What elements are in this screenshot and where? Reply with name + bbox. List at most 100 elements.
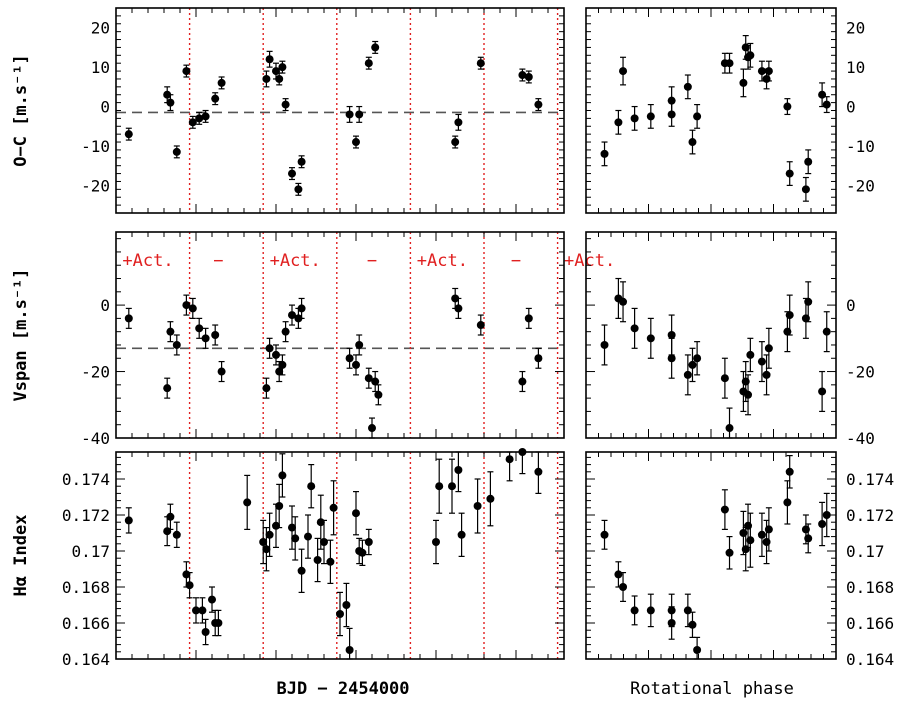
y-tick-label: 0.168 xyxy=(846,578,894,597)
data-point xyxy=(172,147,181,156)
y-tick-label: 0.174 xyxy=(62,470,110,489)
data-point xyxy=(352,360,360,369)
data-point xyxy=(166,327,175,336)
data-point xyxy=(345,354,354,363)
data-point xyxy=(124,314,133,323)
data-point xyxy=(288,311,296,320)
data-point xyxy=(818,90,827,99)
y-tick-label: 0.172 xyxy=(62,506,110,525)
data-point xyxy=(667,110,676,119)
data-point xyxy=(454,466,463,474)
y-axis-label: Vspan [m.s⁻¹] xyxy=(11,268,31,401)
data-point xyxy=(818,387,827,396)
data-point xyxy=(688,360,697,369)
data-point xyxy=(371,377,380,386)
y-tick-label: 0.17 xyxy=(71,542,110,561)
y-axis-label: Hα Index xyxy=(11,515,31,597)
data-point xyxy=(454,304,463,313)
y-tick-label: 0.172 xyxy=(846,506,894,525)
activity-annotation: − xyxy=(367,251,377,271)
data-point xyxy=(600,530,609,539)
data-point xyxy=(693,354,702,363)
data-point xyxy=(342,601,351,609)
data-point xyxy=(265,344,274,353)
data-point xyxy=(785,169,794,178)
plot-frame xyxy=(115,7,565,214)
data-point xyxy=(646,112,655,121)
data-point xyxy=(725,424,734,433)
y-tick-label: -20 xyxy=(846,176,875,195)
y-tick-label: 0.164 xyxy=(62,650,110,669)
data-point xyxy=(297,304,306,313)
data-point xyxy=(188,118,197,127)
data-point xyxy=(476,59,485,68)
data-point xyxy=(278,63,287,72)
data-point xyxy=(278,360,287,369)
data-point xyxy=(201,334,210,343)
data-point xyxy=(355,110,364,119)
data-point xyxy=(320,538,328,546)
y-tick-label: 0 xyxy=(100,296,110,315)
data-point xyxy=(208,595,216,604)
data-point xyxy=(352,138,360,147)
data-point xyxy=(785,467,794,476)
data-point xyxy=(435,482,444,491)
panel-oc-time: -20 -10 0 10 20 O−C [m.s⁻¹] xyxy=(11,7,565,214)
data-point xyxy=(600,340,609,349)
data-point xyxy=(326,557,335,566)
data-point xyxy=(198,606,207,615)
data-point xyxy=(288,169,296,178)
data-point xyxy=(368,424,376,433)
data-point xyxy=(313,556,322,564)
data-point xyxy=(505,455,514,464)
plot-frame xyxy=(585,231,837,439)
data-point xyxy=(451,138,460,147)
data-point xyxy=(364,538,373,546)
data-point xyxy=(688,138,697,147)
data-point xyxy=(822,100,831,109)
data-point xyxy=(667,354,676,363)
data-point xyxy=(744,390,753,399)
data-point xyxy=(371,43,380,52)
y-tick-label: 0 xyxy=(846,296,856,315)
data-point xyxy=(364,374,373,383)
y-tick-label: 0.174 xyxy=(846,470,894,489)
data-point xyxy=(182,67,191,76)
data-point xyxy=(646,334,655,343)
data-point xyxy=(725,59,734,68)
data-point xyxy=(195,114,204,123)
data-point xyxy=(518,71,527,80)
data-point xyxy=(297,566,306,575)
y-tick-label: 20 xyxy=(91,19,110,38)
data-point xyxy=(163,384,172,393)
activity-annotation: +Act. xyxy=(122,251,173,271)
activity-annotation: +Act. xyxy=(564,251,615,271)
data-point xyxy=(217,78,226,87)
data-point xyxy=(345,646,354,654)
y-tick-label: 10 xyxy=(91,58,110,77)
data-point xyxy=(307,482,316,491)
plot-frame xyxy=(585,7,837,214)
activity-annotation: +Act. xyxy=(270,251,321,271)
data-point xyxy=(182,301,191,310)
data-point xyxy=(358,548,367,557)
data-point xyxy=(822,327,831,336)
y-tick-label: -20 xyxy=(846,363,875,382)
data-point xyxy=(192,606,200,615)
data-point xyxy=(534,354,543,363)
data-point xyxy=(804,534,813,543)
data-point xyxy=(764,67,773,76)
data-point xyxy=(374,390,383,399)
data-point xyxy=(214,619,223,627)
panel-halpha-phase: 0.164 0.166 0.168 0.17 0.172 0.174 xyxy=(585,451,894,669)
data-point xyxy=(688,620,697,629)
data-point xyxy=(166,98,175,107)
data-point xyxy=(683,370,692,379)
activity-annotation: − xyxy=(213,251,223,271)
data-point xyxy=(683,606,692,615)
data-point xyxy=(217,367,226,376)
data-point xyxy=(746,536,755,545)
panel-vspan-time: +Act. − +Act. − +Act. − +Act. -40 -20 0 Vspan [m.s… xyxy=(11,231,615,448)
y-tick-label: 10 xyxy=(846,58,865,77)
